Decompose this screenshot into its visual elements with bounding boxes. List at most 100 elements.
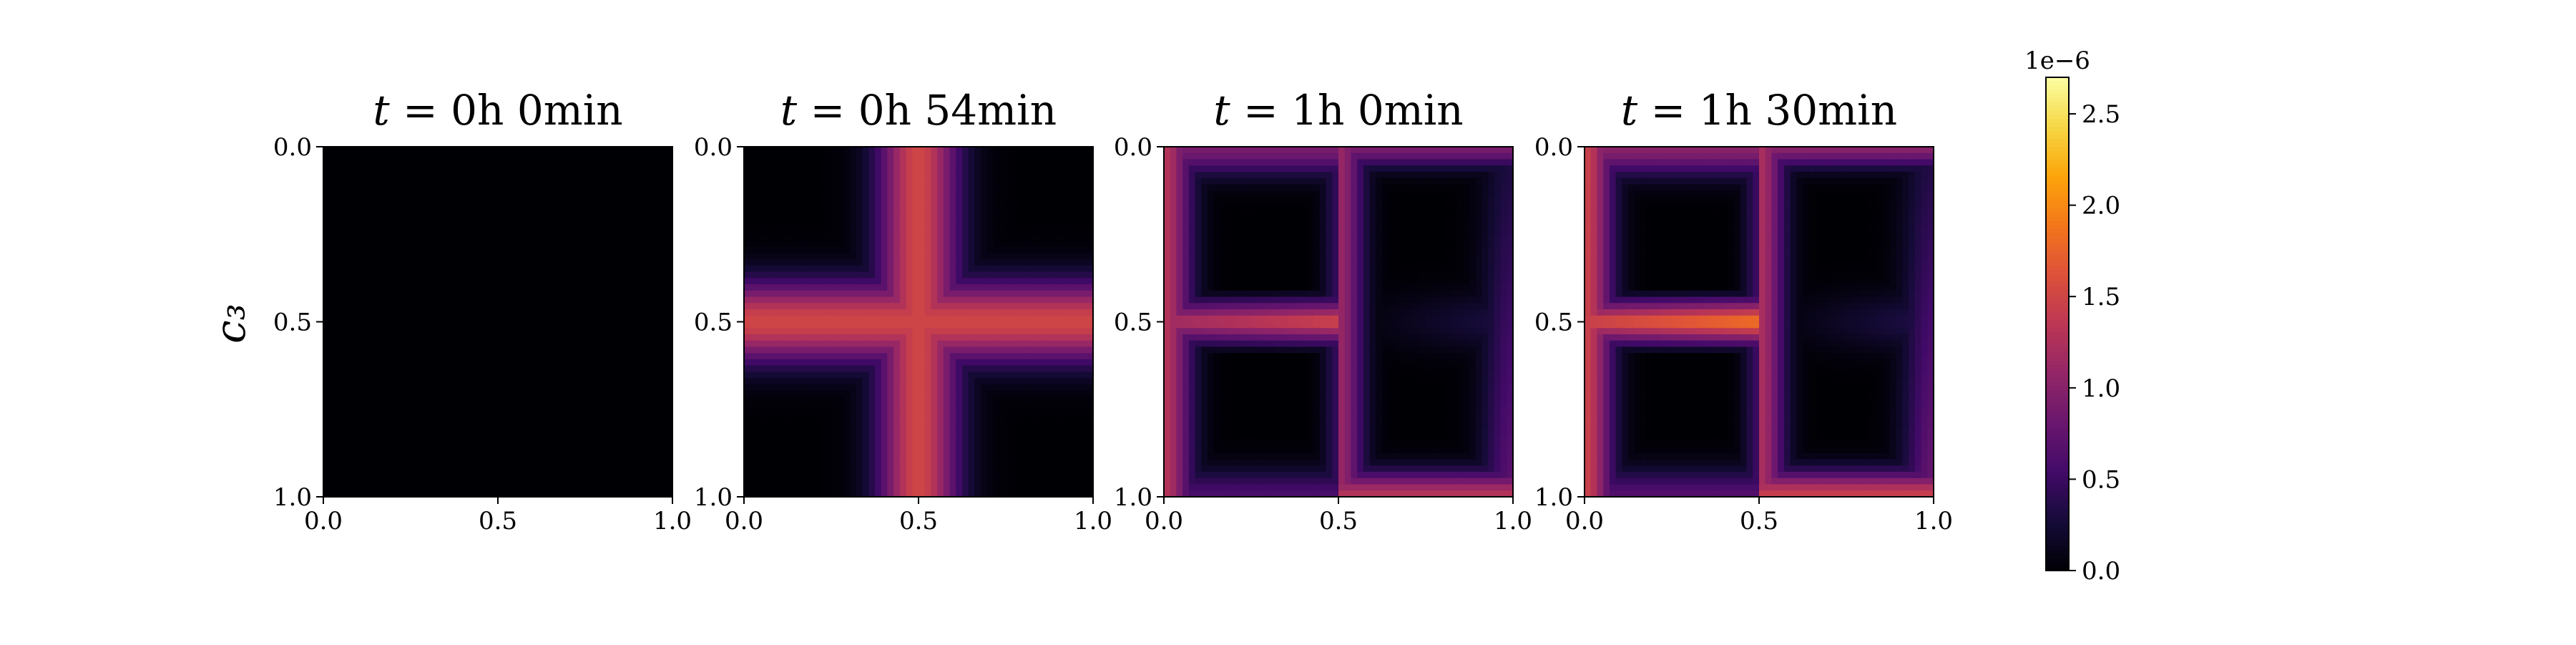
heatmap-cell (604, 465, 611, 472)
heatmap-cell (572, 203, 579, 210)
heatmap-cell (986, 215, 994, 223)
heatmap-cell (647, 271, 655, 278)
heatmap-cell (473, 171, 480, 179)
heatmap-cell (361, 196, 368, 204)
heatmap-cell (1049, 278, 1057, 285)
heatmap-cell (931, 290, 938, 298)
heatmap-cell (604, 309, 611, 316)
heatmap-cell (868, 340, 876, 348)
heatmap-cell (831, 303, 838, 310)
heatmap-cell (554, 415, 561, 422)
heatmap-cell (1074, 315, 1082, 323)
heatmap-cell (342, 415, 349, 422)
heatmap-cell (529, 397, 536, 404)
heatmap-cell (635, 296, 642, 304)
heatmap-cell (635, 221, 642, 229)
heatmap-cell (591, 427, 599, 435)
heatmap-cell (473, 159, 480, 166)
heatmap-cell (498, 152, 505, 160)
heatmap-cell (441, 253, 449, 260)
heatmap-cell (542, 459, 549, 466)
heatmap-cell (579, 365, 586, 372)
heatmap-cell (479, 472, 486, 479)
heatmap-cell (416, 240, 424, 248)
heatmap-cell (479, 427, 486, 435)
heatmap-cell (1018, 253, 1025, 260)
heatmap-cell (498, 397, 505, 404)
heatmap-cell (629, 452, 636, 460)
heatmap-cell (398, 303, 405, 310)
heatmap-cell (391, 447, 399, 454)
heatmap-cell (367, 321, 374, 329)
heatmap-cell (653, 321, 661, 329)
heatmap-cell (609, 303, 617, 310)
heatmap-cell (554, 147, 561, 154)
heatmap-cell (1012, 215, 1019, 223)
heatmap-cell (498, 353, 505, 360)
heatmap-cell (641, 309, 648, 316)
heatmap-cell (1080, 215, 1087, 223)
heatmap-cell (919, 296, 926, 304)
heatmap-cell (386, 397, 393, 404)
heatmap-cell (622, 290, 630, 298)
heatmap-cell (906, 303, 913, 310)
heatmap-cell (585, 284, 592, 291)
heatmap-cell (1037, 259, 1044, 266)
heatmap-cell (535, 452, 542, 460)
heatmap-cell (460, 228, 468, 235)
heatmap-cell (342, 452, 349, 460)
heatmap-cell (887, 346, 894, 354)
heatmap-cell (522, 409, 530, 417)
heatmap-cell (974, 321, 981, 329)
heatmap-cell (329, 303, 337, 310)
heatmap-cell (831, 234, 838, 241)
heatmap-cell (629, 465, 636, 472)
heatmap-cell (441, 346, 449, 354)
heatmap-cell (1074, 328, 1082, 335)
heatmap-cell (361, 171, 368, 179)
heatmap-cell (441, 203, 449, 210)
heatmap-cell (604, 427, 611, 435)
heatmap-cell (367, 346, 374, 354)
heatmap-cell (856, 290, 863, 298)
heatmap-cell (460, 472, 468, 479)
heatmap-cell (597, 271, 604, 278)
heatmap-cell (962, 284, 969, 291)
heatmap-cell (398, 209, 405, 216)
heatmap-cell (460, 422, 468, 429)
heatmap-cell (1012, 253, 1019, 260)
heatmap-cell (560, 415, 567, 422)
heatmap-cell (775, 271, 782, 278)
heatmap-cell (1018, 346, 1025, 354)
heatmap-cell (560, 271, 567, 278)
heatmap-cell (837, 271, 845, 278)
heatmap-cell (993, 221, 1000, 229)
heatmap-cell (924, 165, 932, 173)
heatmap-cell (768, 334, 776, 341)
heatmap-cell (547, 321, 555, 329)
heatmap-cell (1074, 196, 1082, 204)
heatmap-cell (473, 427, 480, 435)
heatmap-cell (572, 171, 579, 179)
heatmap-cell (635, 209, 642, 216)
heatmap-cell (1006, 340, 1013, 348)
heatmap-cell (423, 271, 430, 278)
heatmap-cell (323, 303, 330, 310)
heatmap-cell (906, 203, 913, 210)
heatmap-cell (1049, 346, 1057, 354)
heatmap-cell (812, 228, 820, 235)
heatmap-cell (348, 477, 356, 485)
heatmap-cell (818, 284, 826, 291)
heatmap-cell (931, 152, 938, 160)
heatmap-cell (887, 265, 894, 273)
heatmap-cell (912, 271, 919, 278)
heatmap-cell (818, 290, 826, 298)
heatmap-cell (825, 303, 832, 310)
heatmap-cell (454, 452, 461, 460)
heatmap-cell (912, 196, 919, 204)
heatmap-cell (379, 265, 386, 273)
heatmap-cell (912, 215, 919, 223)
heatmap-cell (912, 221, 919, 229)
heatmap-cell (429, 465, 436, 472)
heatmap-cell (629, 397, 636, 404)
